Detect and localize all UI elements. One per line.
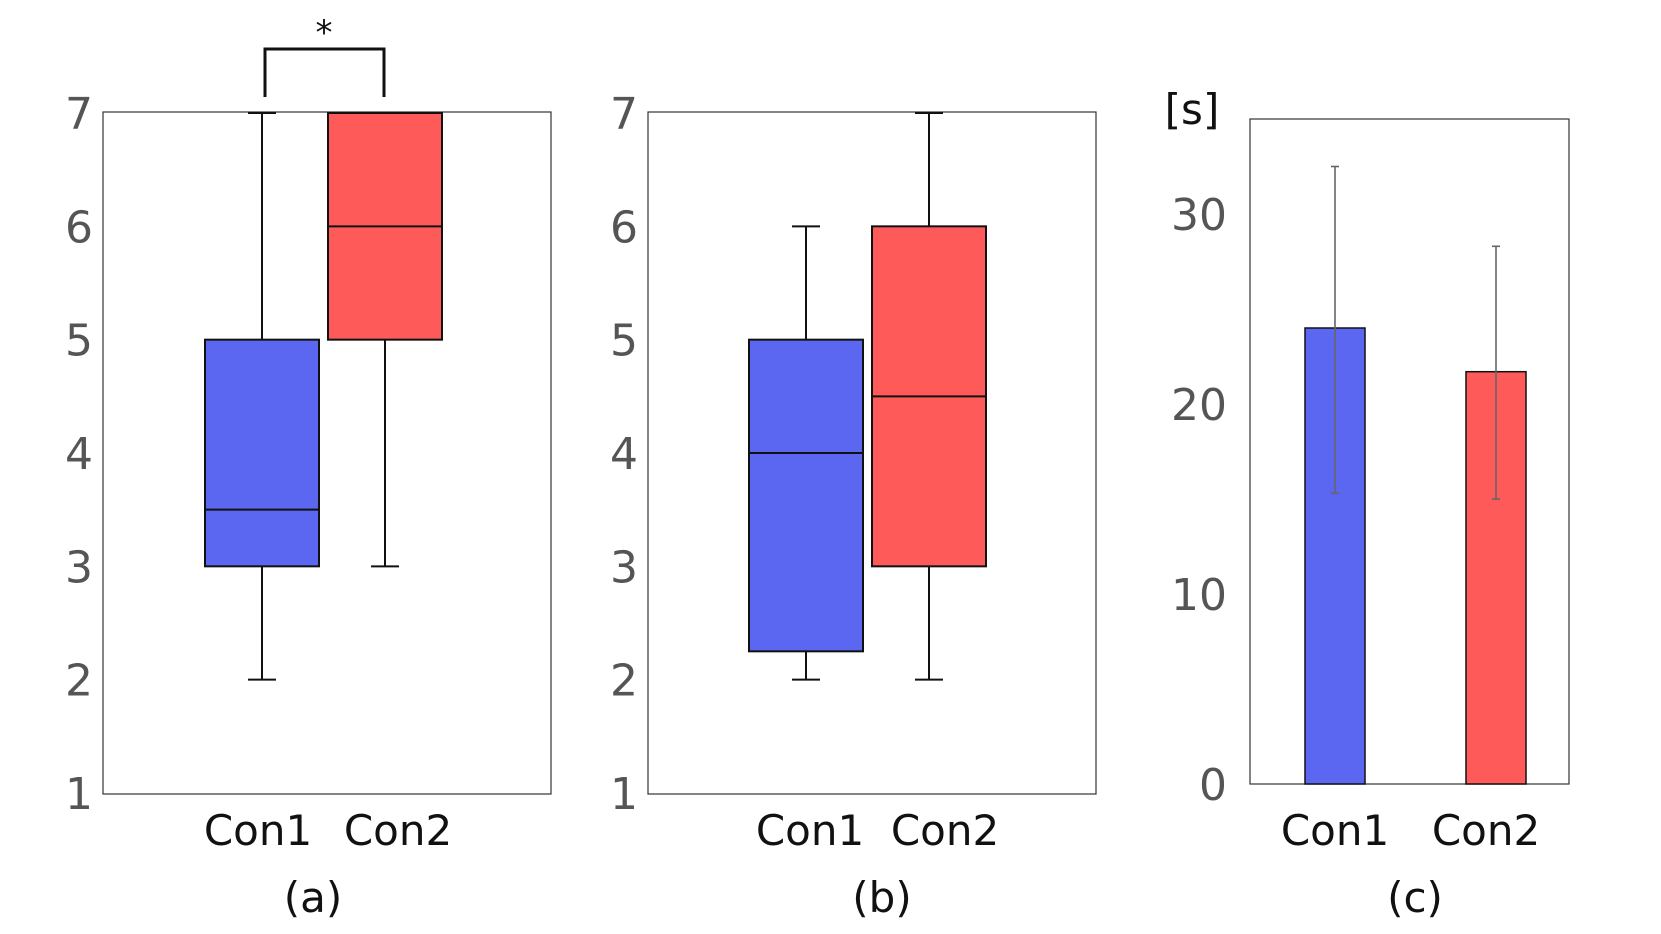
y-tick-label: 7 [65,89,93,140]
x-tick-label-con1: Con1 [204,806,312,855]
x-tick-label-con2: Con2 [344,806,452,855]
iqr-box [204,338,320,568]
y-axis-unit: [s] [1165,85,1220,134]
y-axis-ticks: 1 2 3 4 5 6 7 [65,89,93,820]
box-con1 [204,112,320,681]
significance-marker: * [316,13,333,53]
panel-label-c: (c) [1387,873,1443,922]
y-tick-label: 5 [65,316,93,367]
chart-panel-b: 1 2 3 4 5 6 7 Con1 Con2 (b) [610,89,1097,922]
y-axis-ticks: 1 2 3 4 5 6 7 [610,89,638,820]
y-tick-label: 3 [610,542,638,593]
y-tick-label: 1 [65,769,93,820]
y-tick-label: 30 [1171,190,1227,241]
y-tick-label: 4 [65,429,93,480]
y-tick-label: 5 [610,316,638,367]
y-tick-label: 3 [65,542,93,593]
significance-bracket-line [263,47,386,97]
y-tick-label: 2 [610,656,638,707]
plot-frame-a [102,111,552,795]
bar-con2 [1465,245,1527,785]
box-con2 [327,112,443,568]
bar-con1 [1304,165,1366,785]
iqr-box [748,338,864,653]
y-tick-label: 0 [1199,760,1227,811]
y-tick-label: 10 [1171,570,1227,621]
x-tick-label-con2: Con2 [1432,806,1540,855]
y-tick-label: 1 [610,769,638,820]
y-tick-label: 4 [610,429,638,480]
x-tick-label-con1: Con1 [756,806,864,855]
x-tick-label-con1: Con1 [1281,806,1389,855]
chart-panel-c: [s] 0 10 20 30 Con1 Con2 (c) [1165,85,1570,922]
y-tick-label: 6 [610,202,638,253]
plot-frame-b [647,111,1097,795]
box-con1 [748,225,864,681]
significance-bracket: * [263,13,386,97]
box-series [748,112,987,681]
plot-frame-c [1249,118,1570,785]
box-con2 [871,112,987,681]
bar-series [1304,165,1527,785]
y-tick-label: 20 [1171,380,1227,431]
y-tick-label: 2 [65,656,93,707]
y-tick-label: 7 [610,89,638,140]
y-axis-ticks: 0 10 20 30 [1171,190,1227,811]
x-tick-label-con2: Con2 [891,806,999,855]
box-series [204,112,443,681]
chart-panel-a: 1 2 3 4 5 6 7 * Con1 Con2 (a) [65,13,552,922]
y-tick-label: 6 [65,202,93,253]
panel-label-a: (a) [284,873,343,922]
panel-label-b: (b) [852,873,911,922]
